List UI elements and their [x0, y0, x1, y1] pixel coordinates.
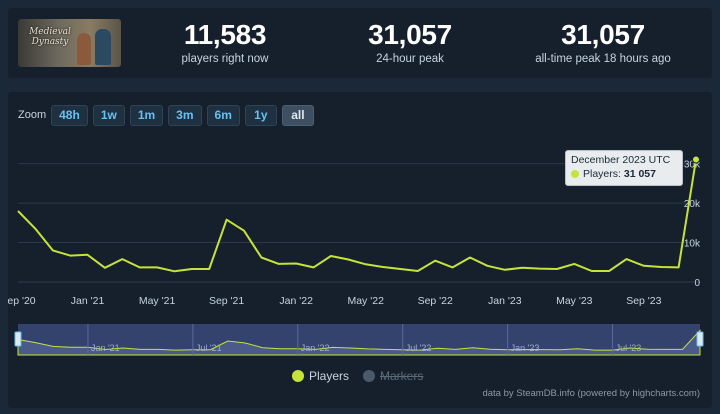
chart-legend: Players Markers [292, 369, 437, 383]
y-tick-label: 10k [684, 239, 701, 250]
chart-credits[interactable]: data by SteamDB.info (powered by highcha… [482, 388, 700, 399]
legend-label: Markers [380, 369, 424, 383]
x-tick-label: Sep '22 [418, 295, 453, 307]
series-marker-icon [571, 170, 579, 178]
legend-marker-icon [363, 370, 376, 382]
data-point-peak [692, 155, 700, 164]
game-logo-text: Medieval Dynasty [29, 27, 71, 47]
stat-24h-peak: 31,057 24-hour peak [310, 18, 510, 65]
x-tick-label: May '21 [139, 295, 176, 307]
stat-label: 24-hour peak [376, 53, 444, 65]
zoom-button-48h[interactable]: 48h [51, 104, 88, 126]
y-tick-label: 20k [684, 199, 701, 210]
stat-label: players right now [181, 53, 269, 65]
zoom-button-all[interactable]: all [281, 104, 314, 126]
x-tick-label: Jan '21 [71, 295, 105, 307]
zoom-button-group: 48h 1w 1m 3m 6m 1y all [51, 104, 319, 126]
stat-label: all-time peak 18 hours ago [535, 53, 671, 65]
logo-figure [95, 29, 111, 65]
x-tick-label: Jan '23 [488, 295, 522, 307]
legend-item-markers[interactable]: Markers [363, 369, 423, 383]
zoom-button-1m[interactable]: 1m [129, 104, 164, 126]
series-line-players [17, 159, 697, 273]
x-tick-label: Sep '20 [8, 295, 36, 307]
navigator-tick-label: Jan '21 [91, 343, 120, 353]
stat-value: 31,057 [561, 19, 645, 50]
chart-panel: 0 10k 20k 30k Sep '20 Jan '21 May '21 Sep '21 Ja… [8, 92, 712, 408]
stat-value: 31,057 [368, 19, 452, 50]
tooltip-series-label: Players: [583, 168, 621, 180]
zoom-button-1w[interactable]: 1w [92, 104, 125, 126]
chart-tooltip: December 2023 UTC Players: 31 057 [565, 150, 683, 186]
zoom-controls: Zoom 48h 1w 1m 3m 6m 1y all [18, 104, 319, 126]
stat-value: 11,583 [183, 19, 267, 50]
navigator-tick-label: Jul '21 [196, 343, 222, 353]
x-tick-label: May '22 [347, 295, 384, 307]
player-count-chart[interactable]: 0 10k 20k 30k Sep '20 Jan '21 May '21 Sep '21 Ja… [8, 92, 712, 408]
tooltip-row: Players: 31 057 [571, 168, 677, 180]
navigator-tick-label: Jul '22 [406, 343, 432, 353]
x-tick-label: Sep '21 [209, 295, 244, 307]
stat-current-players: 11,583 players right now [125, 18, 325, 65]
game-logo[interactable]: Medieval Dynasty [18, 19, 121, 67]
navigator-tick-label: Jan '23 [511, 343, 540, 353]
navigator-handle-left[interactable] [14, 331, 22, 347]
zoom-button-6m[interactable]: 6m [206, 104, 240, 126]
y-tick-label: 0 [694, 278, 700, 289]
logo-figure [77, 33, 91, 65]
navigator-tick-label: Jul '23 [616, 343, 642, 353]
tooltip-value: 31 057 [623, 168, 656, 180]
x-tick-label: Sep '23 [626, 295, 661, 307]
legend-item-players[interactable]: Players [292, 369, 349, 383]
legend-label: Players [309, 369, 350, 383]
y-tick-label: 30k [684, 160, 701, 171]
stat-all-time-peak: 31,057 all-time peak 18 hours ago [503, 18, 703, 65]
stats-bar: Medieval Dynasty 11,583 players right no… [8, 8, 712, 78]
zoom-label: Zoom [18, 109, 47, 121]
navigator-tick-label: Jan '22 [301, 343, 330, 353]
zoom-button-3m[interactable]: 3m [168, 104, 202, 126]
tooltip-title: December 2023 UTC [571, 154, 671, 166]
navigator-handle-right[interactable] [696, 331, 704, 347]
x-tick-label: May '23 [556, 295, 593, 307]
legend-marker-icon [292, 370, 304, 382]
zoom-button-1y[interactable]: 1y [244, 104, 277, 126]
x-tick-label: Jan '22 [279, 295, 313, 307]
